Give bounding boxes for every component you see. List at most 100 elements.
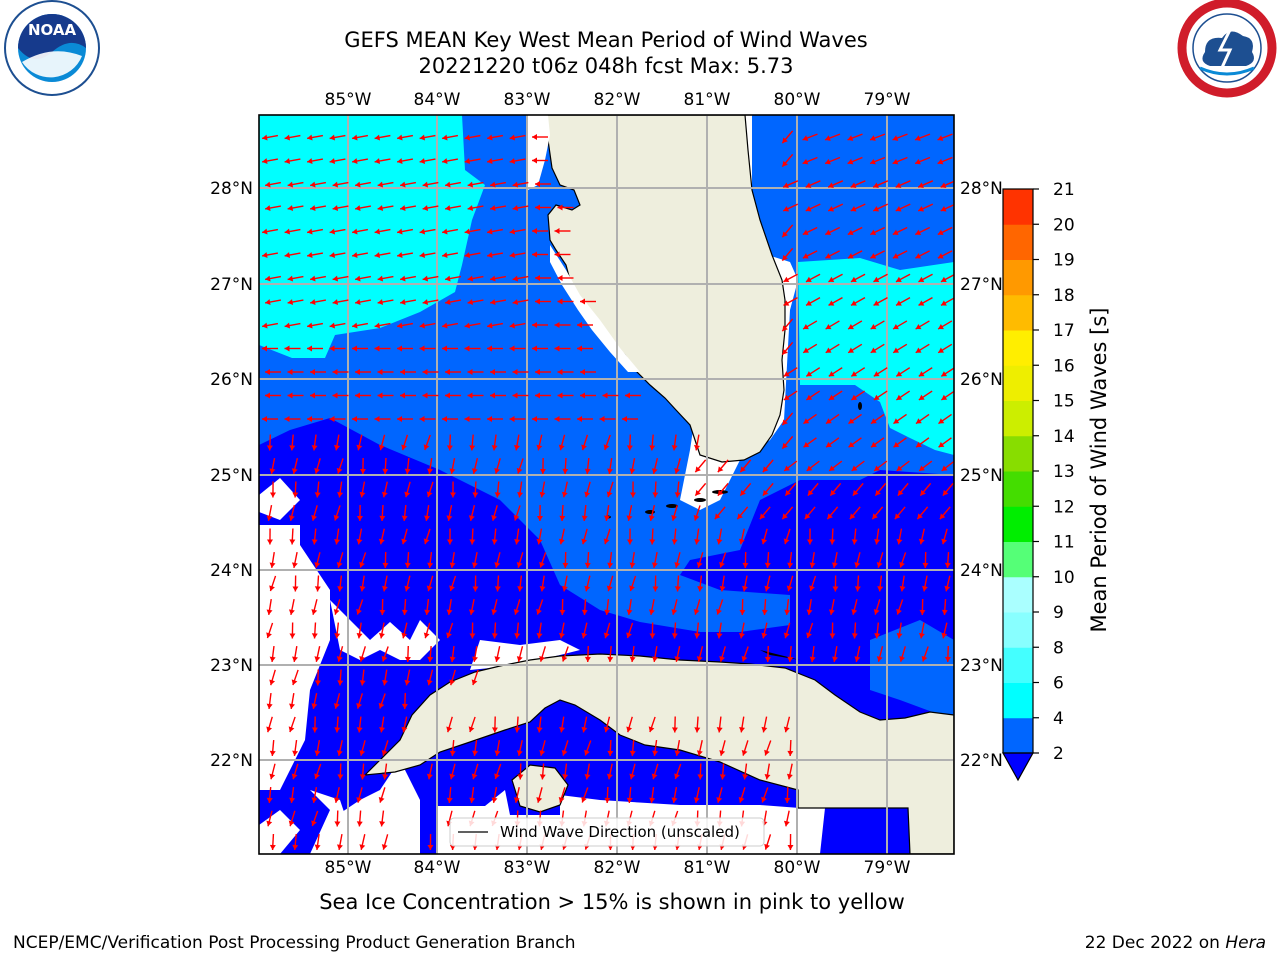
wave-arrow-head <box>783 726 790 733</box>
colorbar-segment <box>1003 506 1033 542</box>
wave-arrow-head <box>381 585 388 592</box>
wave-arrow-head <box>918 538 925 545</box>
wave-arrow-head <box>719 750 726 756</box>
wave-arrow-head <box>604 609 611 615</box>
wave-arrow-head <box>471 468 478 474</box>
wave-arrow-head <box>783 276 790 283</box>
wave-arrow-head <box>694 444 700 451</box>
wave-arrow-head <box>697 774 704 780</box>
wave-arrow-head <box>314 562 321 568</box>
wave-arrow-head <box>494 562 501 568</box>
wave-arrow-head <box>603 538 610 545</box>
wave-arrow-head <box>284 228 291 235</box>
wave-arrow-head <box>651 468 658 474</box>
wave-arrow-head <box>512 369 518 375</box>
wave-arrow-head <box>491 633 498 639</box>
wave-arrow-head <box>377 275 384 282</box>
wave-arrow-head <box>937 135 944 141</box>
wave-arrow-head <box>356 608 362 615</box>
wave-arrow-head <box>809 585 815 592</box>
wave-arrow-head <box>893 323 899 330</box>
wave-arrow-head <box>893 418 900 424</box>
wave-arrow-head <box>426 773 433 780</box>
wave-arrow-head <box>311 445 318 451</box>
wave-arrow-head <box>783 538 790 545</box>
wave-arrow-head <box>829 539 836 545</box>
wave-arrow-head <box>449 750 456 756</box>
wave-arrow-head <box>832 586 839 592</box>
wave-arrow-head <box>512 275 519 282</box>
wave-arrow-head <box>401 703 408 709</box>
wave-arrow-head <box>803 323 809 330</box>
wave-arrow-head <box>850 206 857 212</box>
wave-arrow-head <box>782 419 788 426</box>
wave-arrow-head <box>787 656 794 662</box>
wave-arrow-head <box>491 609 498 615</box>
wave-arrow-head <box>512 299 519 305</box>
wave-arrow-head <box>870 135 876 141</box>
wave-arrow-head <box>652 586 659 592</box>
wave-arrow-head <box>940 206 947 212</box>
colorbar-tick-label: 15 <box>1053 392 1075 412</box>
wave-arrow-head <box>719 655 725 662</box>
colorbar-segment <box>1003 259 1033 296</box>
wave-arrow-head <box>719 586 726 592</box>
wave-arrow-head <box>378 796 385 803</box>
wave-arrow-head <box>404 656 411 662</box>
wave-arrow-head <box>871 441 877 448</box>
wave-arrow-head <box>922 562 929 568</box>
wave-arrow-head <box>896 371 903 377</box>
wave-arrow-head <box>851 300 857 306</box>
wave-arrow-head <box>806 632 812 639</box>
wave-arrow-head <box>292 750 299 756</box>
wave-arrow-head <box>289 633 296 639</box>
wave-arrow-head <box>854 586 861 592</box>
wave-arrow-head <box>262 228 268 235</box>
wave-arrow-head <box>693 514 700 521</box>
wave-arrow-head <box>671 515 678 521</box>
wave-arrow-head <box>284 416 290 422</box>
wave-arrow-head <box>487 158 493 164</box>
wave-arrow-head <box>651 773 658 780</box>
wave-arrow-head <box>825 347 832 353</box>
wave-arrow-head <box>287 181 294 188</box>
wave-arrow-head <box>374 134 381 141</box>
wave-arrow-head <box>490 392 495 399</box>
wave-arrow-head <box>895 182 902 188</box>
wave-arrow-head <box>802 158 809 165</box>
wave-arrow-head <box>694 539 701 545</box>
lat-label-left: 27°N <box>210 275 253 295</box>
wave-arrow-head <box>359 586 366 592</box>
wave-arrow-head <box>514 444 520 451</box>
wave-arrow-head <box>629 562 636 568</box>
wave-arrow-head <box>292 492 299 498</box>
wave-arrow-head <box>334 727 341 733</box>
wave-arrow-head <box>787 750 794 756</box>
wave-arrow-head <box>648 609 655 615</box>
wave-arrow-head <box>559 609 566 615</box>
colorbar-segment <box>1003 294 1033 331</box>
wave-arrow-head <box>516 750 523 756</box>
wave-arrow-head <box>490 181 496 188</box>
lon-label-top: 84°W <box>414 90 461 110</box>
wave-arrow-head <box>446 632 452 639</box>
wave-arrow-head <box>557 369 563 375</box>
wave-arrow-head <box>694 727 701 733</box>
wave-arrow-head <box>577 345 582 352</box>
wave-arrow-head <box>287 369 293 375</box>
wave-arrow-head <box>494 586 501 592</box>
wave-arrow-head <box>782 160 788 167</box>
colorbar-tick-label: 8 <box>1053 638 1064 658</box>
wave-arrow-head <box>381 491 388 498</box>
wave-arrow-head <box>806 394 813 400</box>
colorbar-segment <box>1003 471 1033 507</box>
wave-arrow-head <box>262 416 267 422</box>
wave-arrow-head <box>554 416 560 422</box>
map-area <box>259 115 954 854</box>
wave-arrow-head <box>716 633 723 639</box>
wave-arrow-head <box>265 369 270 375</box>
wave-arrow-head <box>554 345 560 352</box>
wave-arrow-head <box>828 276 835 283</box>
wave-arrow-head <box>400 369 405 375</box>
wave-arrow-head <box>269 750 276 756</box>
